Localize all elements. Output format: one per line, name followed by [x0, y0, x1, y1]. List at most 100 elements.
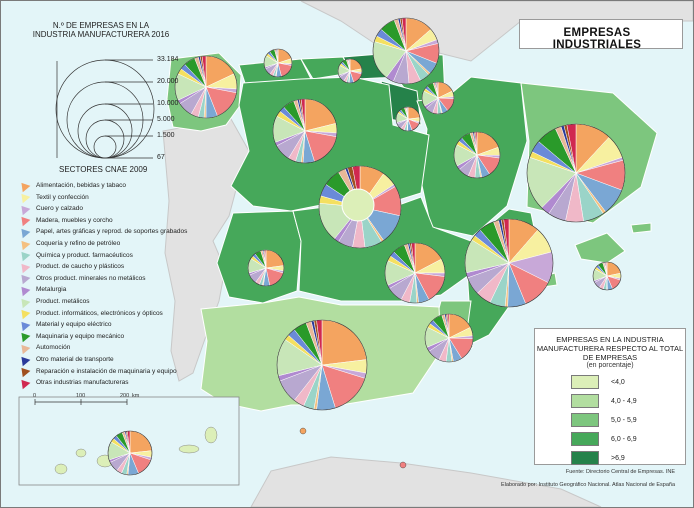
sector-legend-item: Otros product. minerales no metálicos: [17, 272, 146, 285]
region-baleares-mallorca: [574, 232, 626, 264]
sector-legend-item: Madera, muebles y corcho: [17, 214, 113, 227]
size-value: 10.000: [157, 100, 179, 107]
pie-outline: [247, 249, 285, 287]
sector-legend-item: Product. metálicos: [17, 295, 90, 308]
choropleth-label: 5,0 - 5,9: [611, 416, 637, 424]
pie-outline: [592, 261, 622, 291]
pie-outline: [337, 58, 363, 84]
sector-legend-item: Maquinaria y equipo mecánico: [17, 330, 125, 343]
melilla-pie: [399, 461, 407, 469]
pie-outline: [174, 55, 238, 119]
sector-label: Textil y confección: [36, 193, 89, 201]
scale-label: 200: [120, 393, 130, 399]
sector-label: Product. metálicos: [36, 298, 90, 305]
sector-swatch: [17, 225, 31, 239]
pie-chart: [453, 131, 501, 179]
sector-legend-item: Product. de caucho y plásticos: [17, 260, 125, 273]
size-value: 20.000: [157, 78, 179, 85]
sector-label: Otro material de transporte: [36, 356, 114, 363]
sector-label: Madera, muebles y corcho: [36, 216, 113, 224]
choropleth-class: >6,9: [571, 451, 625, 465]
scale-label: km: [132, 393, 140, 399]
pie-chart: [337, 58, 363, 84]
choropleth-label: >6,9: [611, 454, 625, 462]
sector-label: Reparación e instalación de maquinaria y…: [36, 367, 177, 375]
scale-label: 0: [33, 393, 37, 399]
sector-legend-item: Automoción: [17, 341, 71, 355]
sector-label: Coquería y refino de petróleo: [36, 240, 121, 247]
pie-chart: [107, 430, 153, 476]
pie-chart: [372, 17, 440, 85]
sector-legend-item: Química y product. farmacéuticos: [17, 248, 133, 262]
sector-legend-item: Metalurgia: [17, 283, 66, 297]
sector-label: Product. de caucho y plásticos: [36, 263, 125, 271]
africa-land: [250, 456, 602, 507]
pie-outline: [318, 165, 402, 249]
scale-label: 100: [76, 393, 86, 399]
choropleth-swatch: [571, 451, 599, 465]
sector-swatch: [17, 214, 31, 227]
title-box: [519, 19, 683, 49]
pie-outline: [276, 319, 368, 411]
sector-label: Product. informáticos, electrónicos y óp…: [36, 309, 163, 317]
size-legend-title: N.º DE EMPRESAS EN LA INDUSTRIA MANUFACT…: [32, 21, 170, 39]
size-value: 5.000: [157, 116, 175, 123]
sector-swatch: [17, 190, 31, 204]
region-baleares-menorca: [630, 222, 652, 234]
sector-legend-item: Otras industrias manufactureras: [17, 376, 129, 389]
sector-legend-item: Otro material de transporte: [17, 353, 114, 366]
pie-chart: [174, 55, 238, 119]
sector-label: Maquinaria y equipo mecánico: [36, 332, 125, 340]
sector-legend-item: Papel, artes gráficas y reprod. de sopor…: [17, 225, 187, 239]
scale-bar: [34, 399, 128, 405]
pie-outline: [107, 430, 153, 476]
sector-label: Otras industrias manufactureras: [36, 379, 129, 387]
choropleth-label: <4,0: [611, 378, 625, 386]
choropleth-swatch: [571, 432, 599, 446]
sector-legend-item: Material y equipo eléctrico: [17, 318, 112, 331]
choropleth-legend-subtitle: (en porcentaje): [586, 362, 634, 369]
credit-note: Elaborado por: Instituto Geográfico Naci…: [501, 482, 675, 488]
pie-outline: [384, 242, 446, 304]
madrid-region-inner: [341, 188, 375, 222]
sector-swatch: [17, 237, 31, 250]
sector-swatch: [17, 376, 31, 389]
pie-outline: [421, 81, 455, 115]
pie-chart: [272, 98, 338, 164]
sector-label: Otros product. minerales no metálicos: [36, 274, 146, 282]
choropleth-class: 4,0 - 4,9: [571, 394, 637, 408]
sector-label: Material y equipo eléctrico: [36, 321, 112, 329]
sector-swatch: [17, 364, 31, 378]
pie-chart: [464, 218, 554, 308]
size-value: 33.184: [157, 56, 179, 63]
sector-legend-item: Reparación e instalación de maquinaria y…: [17, 364, 177, 378]
sector-swatch: [17, 179, 31, 192]
sector-legend-item: Product. informáticos, electrónicos y óp…: [17, 306, 163, 320]
sector-swatch: [17, 330, 31, 343]
choropleth-legend-title: EMPRESAS EN LA INDUSTRIA MANUFACTURERA R…: [536, 335, 684, 362]
sector-swatch: [17, 341, 31, 355]
sector-swatch: [17, 306, 31, 320]
pie-charts: [107, 17, 626, 476]
pie-chart: [263, 48, 293, 78]
sector-swatch: [17, 248, 31, 262]
pie-outline: [395, 106, 421, 132]
pie-outline: [272, 98, 338, 164]
pie-chart: [526, 123, 626, 223]
pie-outline: [464, 218, 554, 308]
sector-label: Automoción: [36, 344, 71, 352]
sector-label: Alimentación, bebidas y tabaco: [36, 182, 126, 189]
sector-swatch: [17, 283, 31, 297]
choropleth-class: 5,0 - 5,9: [571, 413, 637, 427]
choropleth-label: 4,0 - 4,9: [611, 397, 637, 405]
pie-chart: [276, 319, 368, 411]
pie-outline: [372, 17, 440, 85]
sector-legend-item: Textil y confección: [17, 190, 89, 204]
pie-chart: [592, 261, 622, 291]
pie-chart: [384, 242, 446, 304]
sector-legend-item: Alimentación, bebidas y tabaco: [17, 179, 126, 192]
choropleth-legend: EMPRESAS EN LA INDUSTRIA MANUFACTURERA R…: [534, 328, 686, 465]
pie-chart: [421, 81, 455, 115]
sector-legend-item: Coquería y refino de petróleo: [17, 237, 121, 250]
